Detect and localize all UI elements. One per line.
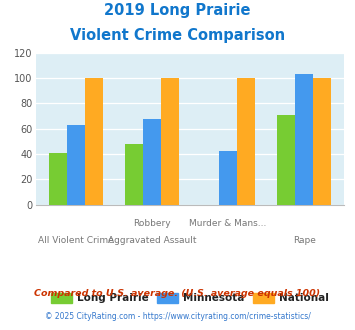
Bar: [219, 151, 237, 205]
Bar: [49, 153, 67, 205]
Text: All Violent Crime: All Violent Crime: [38, 236, 114, 245]
Text: Violent Crime Comparison: Violent Crime Comparison: [70, 28, 285, 43]
Bar: [67, 125, 85, 205]
Text: Aggravated Assault: Aggravated Assault: [108, 236, 196, 245]
Bar: [125, 144, 143, 205]
Text: Compared to U.S. average. (U.S. average equals 100): Compared to U.S. average. (U.S. average …: [34, 289, 321, 298]
Text: 2019 Long Prairie: 2019 Long Prairie: [104, 3, 251, 18]
Bar: [237, 78, 255, 205]
Legend: Long Prairie, Minnesota, National: Long Prairie, Minnesota, National: [47, 289, 333, 308]
Text: Robbery: Robbery: [133, 219, 171, 228]
Text: Murder & Mans...: Murder & Mans...: [189, 219, 267, 228]
Text: © 2025 CityRating.com - https://www.cityrating.com/crime-statistics/: © 2025 CityRating.com - https://www.city…: [45, 312, 310, 321]
Text: Rape: Rape: [293, 236, 316, 245]
Bar: [143, 118, 161, 205]
Bar: [313, 78, 331, 205]
Bar: [277, 115, 295, 205]
Bar: [85, 78, 103, 205]
Bar: [161, 78, 179, 205]
Bar: [295, 74, 313, 205]
